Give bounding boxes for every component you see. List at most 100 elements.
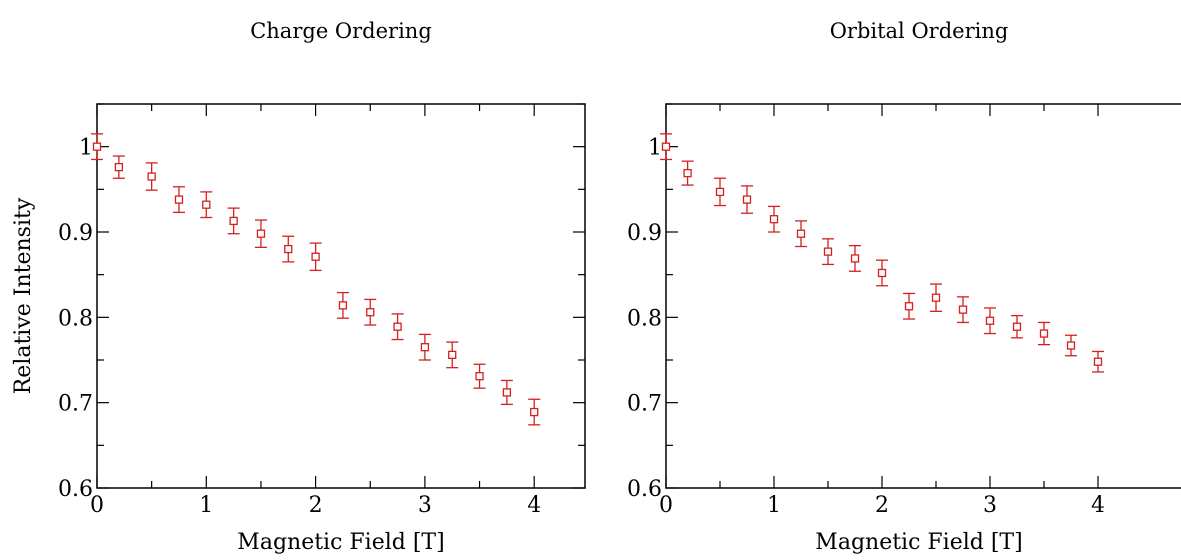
data-series — [91, 133, 541, 426]
data-marker — [877, 268, 887, 278]
data-point — [984, 307, 996, 335]
data-marker — [823, 247, 833, 256]
x-tick-label: 2 — [309, 493, 323, 518]
x-tick-label: 3 — [983, 493, 997, 518]
x-tick-label: 2 — [875, 493, 889, 518]
data-point — [282, 235, 295, 263]
data-point — [446, 341, 459, 369]
data-point — [795, 220, 807, 248]
data-marker — [202, 200, 211, 209]
data-point — [876, 259, 888, 287]
x-tick-label: 3 — [418, 493, 432, 518]
data-point — [227, 207, 240, 235]
y-tick-label: 0.8 — [627, 306, 662, 331]
x-axis-label: Magnetic Field [T] — [237, 530, 444, 555]
data-point — [418, 333, 431, 361]
tick-labels: 0 1 2 3 4 0.6 0.7 0.8 0.9 1 — [627, 136, 1105, 518]
data-marker — [850, 254, 860, 263]
data-point — [145, 162, 158, 191]
chart-title: Orbital Ordering — [830, 19, 1009, 43]
data-marker — [229, 216, 238, 226]
data-point — [336, 291, 349, 319]
x-tick-label: 0 — [659, 493, 673, 518]
data-point — [930, 283, 942, 313]
data-marker — [742, 195, 752, 204]
data-point — [1038, 321, 1050, 346]
data-point — [1011, 314, 1023, 339]
data-point — [528, 398, 541, 426]
data-point — [741, 185, 753, 214]
chart-title: Charge Ordering — [250, 19, 432, 43]
data-marker — [931, 293, 941, 302]
y-axis-label: Relative Intensity — [11, 197, 36, 394]
data-marker — [796, 229, 806, 238]
y-tick-label: 1 — [648, 136, 662, 161]
data-marker — [985, 316, 995, 325]
x-tick-label: 4 — [527, 493, 541, 518]
data-point — [1092, 350, 1104, 373]
data-marker — [715, 187, 725, 197]
data-point — [91, 133, 103, 161]
data-point — [903, 292, 915, 320]
data-point — [172, 186, 185, 214]
data-marker — [1093, 357, 1103, 366]
y-tick-label: 0.9 — [627, 221, 662, 246]
axis-ticks — [96, 103, 585, 489]
data-point — [849, 245, 861, 272]
data-point — [309, 242, 322, 272]
data-point — [957, 296, 969, 324]
data-marker — [1012, 322, 1022, 331]
y-tick-label: 0.6 — [627, 477, 662, 502]
data-point — [660, 133, 672, 161]
data-point — [768, 205, 780, 233]
data-marker — [92, 142, 102, 151]
data-marker — [311, 252, 320, 261]
data-point — [112, 155, 125, 179]
data-point — [500, 379, 513, 406]
y-tick-label: 0.8 — [58, 306, 93, 331]
plot-frame — [96, 103, 586, 489]
data-point — [1065, 334, 1077, 357]
data-marker — [448, 350, 457, 360]
data-point — [681, 160, 694, 186]
axis-ticks — [665, 103, 1099, 489]
data-point — [822, 238, 834, 266]
data-marker — [147, 172, 156, 181]
data-marker — [1039, 329, 1049, 338]
chart-panel-orbital-ordering: Orbital Ordering 0 1 2 3 4 0.6 0.7 0.8 0.9 1 Magn… — [627, 19, 1181, 555]
data-marker — [661, 142, 671, 151]
data-point — [391, 313, 404, 341]
tick-labels: 0 1 2 3 4 0.6 0.7 0.8 0.9 1 — [58, 136, 541, 518]
x-tick-label: 1 — [767, 493, 781, 518]
data-marker — [958, 305, 968, 314]
y-tick-label: 0.6 — [58, 477, 93, 502]
data-point — [473, 363, 486, 389]
x-tick-label: 4 — [1091, 493, 1105, 518]
data-marker — [284, 244, 293, 254]
x-tick-label: 1 — [199, 493, 213, 518]
y-tick-label: 0.7 — [627, 392, 662, 417]
data-marker — [366, 308, 375, 317]
data-point — [200, 191, 213, 219]
data-marker — [174, 195, 184, 204]
data-point — [714, 177, 726, 207]
x-tick-label: 0 — [90, 493, 104, 518]
data-marker — [904, 302, 914, 311]
data-marker — [420, 343, 430, 352]
data-marker — [769, 215, 779, 224]
data-marker — [502, 388, 512, 397]
data-marker — [393, 322, 402, 331]
y-tick-label: 0.7 — [58, 392, 93, 417]
y-tick-label: 0.9 — [58, 221, 93, 246]
data-point — [364, 298, 377, 326]
y-tick-label: 1 — [79, 136, 93, 161]
data-marker — [114, 162, 124, 172]
data-series — [660, 133, 1104, 373]
data-marker — [475, 372, 484, 381]
data-marker — [530, 407, 539, 417]
data-point — [254, 219, 267, 249]
chart-panel-charge-ordering: Charge Ordering 0 1 2 3 4 0.6 0.7 0.8 0.9 1 Magne… — [11, 19, 586, 555]
data-marker — [1066, 341, 1076, 350]
plot-frame — [665, 103, 1181, 489]
